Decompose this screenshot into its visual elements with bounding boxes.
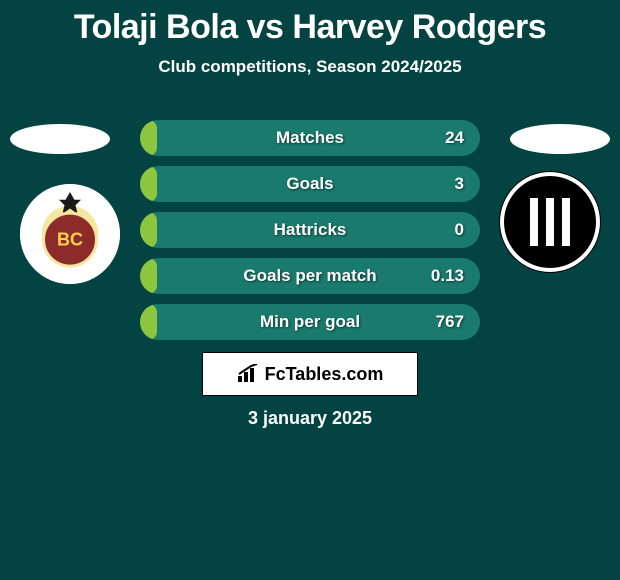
chart-icon (237, 364, 259, 384)
bar-label: Min per goal (140, 304, 480, 340)
bar-goals-per-match: Goals per match 0.13 (140, 258, 480, 294)
bar-matches: Matches 24 (140, 120, 480, 156)
player-photo-left (10, 124, 110, 154)
page-subtitle: Club competitions, Season 2024/2025 (0, 57, 620, 77)
bar-goals: Goals 3 (140, 166, 480, 202)
bar-label: Goals (140, 166, 480, 202)
bar-value: 3 (455, 166, 464, 202)
page-title: Tolaji Bola vs Harvey Rodgers (0, 0, 620, 47)
bar-label: Matches (140, 120, 480, 156)
date-label: 3 january 2025 (0, 408, 620, 429)
bar-value: 0.13 (431, 258, 464, 294)
stats-bars: Matches 24 Goals 3 Hattricks 0 Goals per… (140, 120, 480, 350)
club-badge-right (500, 172, 600, 272)
bar-value: 24 (445, 120, 464, 156)
branding-logo: FcTables.com (202, 352, 418, 396)
club-badge-left (20, 184, 120, 284)
bar-value: 0 (455, 212, 464, 248)
bar-label: Hattricks (140, 212, 480, 248)
branding-text: FcTables.com (265, 364, 384, 385)
bar-value: 767 (436, 304, 464, 340)
bar-label: Goals per match (140, 258, 480, 294)
bar-hattricks: Hattricks 0 (140, 212, 480, 248)
bar-min-per-goal: Min per goal 767 (140, 304, 480, 340)
player-photo-right (510, 124, 610, 154)
